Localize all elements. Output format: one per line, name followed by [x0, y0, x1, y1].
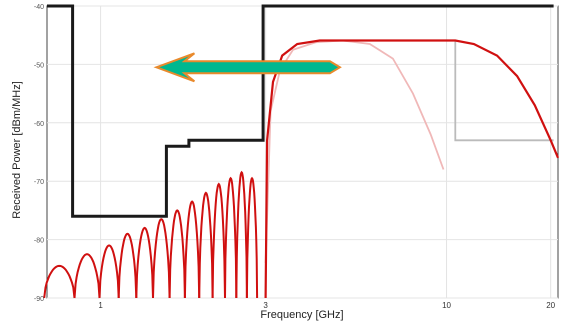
sidelobe-arch [168, 209, 186, 299]
tick-layer: 1 3 10 20 -40 -50 -60 -70 -80 -90 [34, 4, 556, 310]
x-tick-label: 10 [442, 301, 451, 310]
y-tick-label: -60 [34, 121, 44, 128]
x-tick-label: 20 [546, 301, 555, 310]
sidelobe-arch [224, 176, 238, 299]
x-tick-label: 1 [98, 301, 103, 310]
y-tick-label: -40 [34, 4, 44, 11]
sidelobe-arch [98, 244, 120, 299]
y-tick-label: -50 [34, 62, 44, 69]
y-tick-label: -70 [34, 179, 44, 186]
x-axis-label: Frequency [GHz] [260, 309, 344, 321]
sidelobe-arch [245, 176, 259, 299]
mask-light-curve [454, 41, 554, 142]
sidelobe-arch [235, 170, 248, 299]
sidelobe-arch [43, 264, 76, 299]
y-tick-label: -80 [34, 238, 44, 245]
y-tick-label: -90 [34, 296, 44, 303]
series-layer [43, 4, 560, 299]
sidelobe-arch [117, 232, 138, 299]
sidelobe-arch [183, 200, 201, 299]
sidelobe-arch [152, 218, 171, 299]
grid-lines [47, 5, 558, 299]
y-axis-label-container: Received Power [dBm/MHz] [2, 0, 32, 300]
sidelobe-arch [211, 182, 226, 299]
x-tick-label: 3 [263, 301, 268, 310]
plot-area [46, 5, 559, 299]
left-arrow-annotation [153, 52, 342, 83]
sidelobe-arch [73, 253, 101, 299]
sidelobe-arch [135, 226, 154, 299]
arrow-layer [153, 52, 342, 83]
sidelobe-arch [198, 191, 214, 299]
y-axis-label: Received Power [dBm/MHz] [11, 81, 23, 219]
spectrum-curve [264, 39, 560, 299]
